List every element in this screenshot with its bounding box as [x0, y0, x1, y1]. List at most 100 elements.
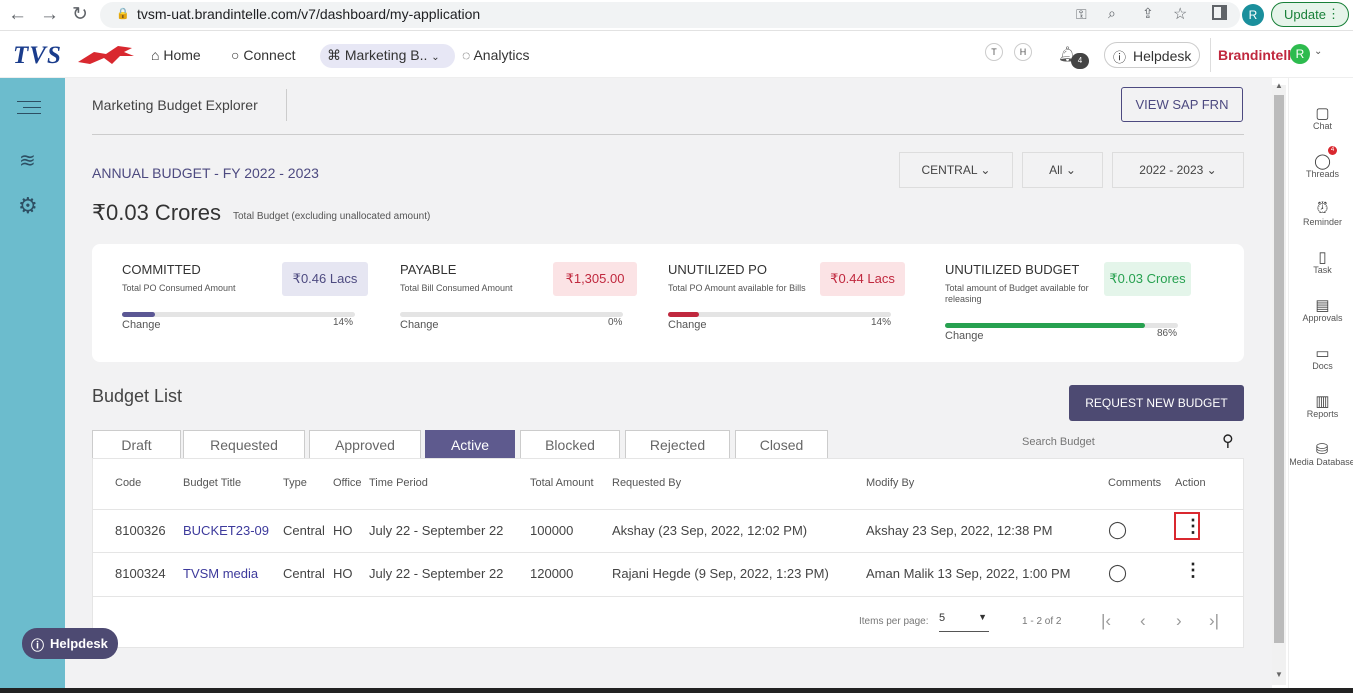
col-total-amount: Total Amount — [530, 477, 594, 489]
type-filter[interactable]: All ⌄ — [1022, 152, 1103, 188]
scroll-up-icon[interactable]: ▲ — [1275, 81, 1283, 90]
stat-title: UNUTILIZED BUDGET — [945, 262, 1080, 277]
col-action: Action — [1175, 477, 1206, 489]
analytics-icon: ◌ — [462, 47, 471, 63]
view-sap-frn-button[interactable]: VIEW SAP FRN — [1121, 87, 1243, 122]
reload-icon[interactable]: ↻ — [72, 4, 88, 25]
search-icon[interactable]: ⚲ — [1222, 433, 1234, 450]
nav-marketing-budget[interactable] — [320, 44, 455, 68]
items-per-page-label: Items per page: — [859, 616, 929, 627]
last-page-icon[interactable]: ›| — [1209, 611, 1220, 630]
share-icon[interactable]: ⇪ — [1142, 5, 1154, 21]
rs-docs[interactable]: ▭ Docs — [1290, 344, 1353, 371]
chat-icon: ▢ — [1315, 105, 1330, 122]
profile-avatar[interactable]: R — [1242, 4, 1264, 26]
stat-value: ₹0.46 Lacs — [282, 262, 368, 296]
chevron-down-icon: ⌄ — [980, 163, 991, 177]
rs-approvals[interactable]: ▤ Approvals — [1290, 296, 1353, 323]
cell-period: July 22 - September 22 — [369, 566, 504, 581]
region-filter[interactable]: CENTRAL ⌄ — [899, 152, 1013, 188]
tab-blocked[interactable]: Blocked — [520, 430, 620, 458]
horse-logo-icon — [78, 46, 134, 64]
address-bar[interactable] — [100, 2, 1240, 28]
change-label: Change — [668, 319, 707, 331]
total-budget-value: ₹0.03 Crores — [92, 200, 221, 225]
menu-icon[interactable] — [17, 101, 41, 114]
nav-marketing-label[interactable]: ⌘ Marketing B.. ⌄ — [327, 47, 440, 63]
rs-media-database[interactable]: ⛁ Media Database — [1288, 440, 1353, 467]
scroll-down-icon[interactable]: ▼ — [1275, 670, 1283, 679]
progress-fill — [122, 312, 155, 317]
annual-budget-label: ANNUAL BUDGET - FY 2022 - 2023 — [92, 165, 319, 181]
progress-fill — [945, 323, 1146, 328]
more-vert-icon[interactable]: ⋮ — [1184, 516, 1202, 536]
nav-home[interactable]: ⌂ Home — [151, 47, 201, 63]
url-text[interactable]: tvsm-uat.brandintelle.com/v7/dashboard/m… — [137, 6, 481, 22]
col-comments: Comments — [1108, 477, 1162, 489]
search-budget-input[interactable] — [1022, 432, 1212, 452]
stat-sub: Total Bill Consumed Amount — [400, 283, 513, 293]
cell-title-link[interactable]: TVSM media — [183, 566, 259, 581]
cell-title-link[interactable]: BUCKET23-09 — [183, 523, 269, 538]
sidepanel-icon[interactable] — [1212, 5, 1227, 20]
tab-active[interactable]: Active — [425, 430, 515, 458]
rs-reports[interactable]: ▥ Reports — [1290, 392, 1353, 419]
scrollbar-thumb[interactable] — [1274, 95, 1284, 643]
more-vert-icon[interactable]: ⋮ — [1184, 560, 1202, 580]
cell-amount: 100000 — [530, 523, 574, 538]
nav-connect[interactable]: ○ Connect — [231, 47, 296, 63]
chat-bubble-icon: ○ — [231, 47, 240, 63]
threads-badge: 4 — [1328, 146, 1337, 155]
rs-task[interactable]: ▯ Task — [1290, 248, 1353, 275]
document-icon: ▤ — [1315, 297, 1330, 314]
fy-filter[interactable]: 2022 - 2023 ⌄ — [1112, 152, 1244, 188]
tab-draft[interactable]: Draft — [92, 430, 181, 458]
comment-icon[interactable]: ◯ — [1108, 520, 1128, 539]
forward-icon[interactable]: → — [40, 4, 59, 25]
rs-reminder[interactable]: ⏰︎ Reminder — [1290, 200, 1353, 227]
command-icon: ⌘ — [327, 47, 341, 63]
rs-chat[interactable]: ▢ Chat — [1290, 104, 1353, 131]
divider — [93, 596, 1243, 597]
back-icon[interactable]: ← — [8, 4, 27, 25]
chevron-down-icon: ⌄ — [431, 52, 440, 63]
nav-analytics[interactable]: ◌ Analytics — [462, 47, 530, 63]
cell-type: Central — [283, 566, 325, 581]
zoom-icon[interactable]: ⌕ — [1108, 5, 1116, 21]
stat-sub: Total PO Consumed Amount — [122, 283, 236, 293]
tab-rejected[interactable]: Rejected — [625, 430, 730, 458]
request-new-budget-button[interactable]: REQUEST NEW BUDGET — [1069, 385, 1244, 421]
chevron-down-icon[interactable]: ⌄ — [1314, 46, 1323, 57]
rs-threads[interactable]: ◯ Threads — [1290, 152, 1353, 179]
bookmark-star-icon[interactable]: ☆ — [1173, 6, 1188, 23]
col-time-period: Time Period — [369, 477, 428, 489]
divider — [1210, 38, 1211, 72]
user-badge-h[interactable]: H — [1014, 43, 1032, 61]
next-page-icon[interactable]: › — [1176, 611, 1182, 630]
tvs-logo: TVS — [13, 42, 62, 69]
gear-icon[interactable]: ⚙ — [18, 193, 38, 218]
tab-requested[interactable]: Requested — [183, 430, 305, 458]
user-avatar[interactable]: R — [1290, 44, 1310, 64]
divider — [93, 552, 1243, 553]
stat-title: COMMITTED — [122, 262, 201, 277]
prev-page-icon[interactable]: ‹ — [1140, 611, 1146, 630]
divider — [92, 134, 1244, 135]
home-icon: ⌂ — [151, 47, 160, 63]
tab-approved[interactable]: Approved — [309, 430, 421, 458]
progress-bar — [122, 312, 355, 317]
tab-closed[interactable]: Closed — [735, 430, 828, 458]
progress-bar — [945, 323, 1178, 328]
alarm-icon: ⏰︎ — [1316, 200, 1329, 217]
user-badge-t[interactable]: T — [985, 43, 1003, 61]
cell-requested-by: Rajani Hegde (9 Sep, 2022, 1:23 PM) — [612, 566, 829, 581]
comment-icon[interactable]: ◯ — [1108, 563, 1128, 582]
first-page-icon[interactable]: |‹ — [1101, 611, 1112, 630]
update-button[interactable]: Update ⋮ — [1271, 2, 1349, 27]
helpdesk-button[interactable]: ⓘ Helpdesk — [1104, 42, 1200, 68]
key-icon[interactable]: ⚿ — [1076, 6, 1087, 22]
items-per-page-select[interactable]: 5 ▼ — [939, 612, 989, 632]
coins-icon[interactable]: ≋ — [19, 150, 36, 172]
stat-title: UNUTILIZED PO — [668, 262, 767, 277]
floating-helpdesk-button[interactable]: ⓘ Helpdesk — [22, 628, 118, 659]
